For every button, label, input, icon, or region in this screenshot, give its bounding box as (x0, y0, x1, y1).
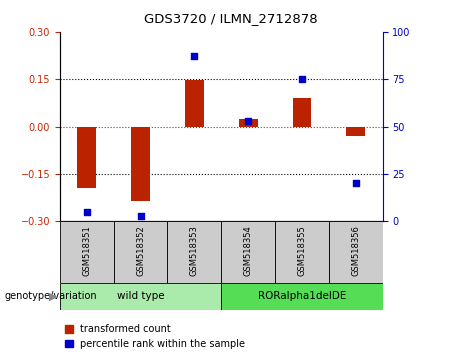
Bar (293, 98, 311, 127)
Text: GSM518356: GSM518356 (351, 225, 360, 276)
Text: RORalpha1delDE: RORalpha1delDE (258, 291, 346, 302)
Bar (60, 221, 114, 283)
Bar (275, 221, 329, 283)
Text: GDS3720 / ILMN_2712878: GDS3720 / ILMN_2712878 (144, 12, 317, 25)
Bar (185, 80, 204, 127)
Bar (239, 119, 258, 127)
Bar (346, 127, 365, 136)
Bar (221, 221, 275, 283)
Point (137, 213, 144, 218)
Legend: transformed count, percentile rank within the sample: transformed count, percentile rank withi… (65, 324, 245, 349)
Bar (329, 221, 383, 283)
Point (83, 209, 90, 215)
Text: ▶: ▶ (49, 291, 58, 302)
Text: GSM518351: GSM518351 (83, 225, 91, 276)
Bar (114, 221, 167, 283)
Bar (221, 283, 383, 310)
Text: GSM518355: GSM518355 (297, 225, 307, 276)
Point (244, 118, 252, 124)
Point (298, 76, 306, 82)
Text: GSM518354: GSM518354 (244, 225, 253, 276)
Bar (167, 221, 221, 283)
Text: genotype/variation: genotype/variation (5, 291, 97, 302)
Bar (60, 283, 221, 310)
Bar (77, 127, 96, 188)
Point (191, 54, 198, 59)
Bar (131, 127, 150, 201)
Text: GSM518353: GSM518353 (190, 225, 199, 276)
Text: GSM518352: GSM518352 (136, 225, 145, 276)
Text: wild type: wild type (117, 291, 165, 302)
Point (352, 181, 360, 186)
